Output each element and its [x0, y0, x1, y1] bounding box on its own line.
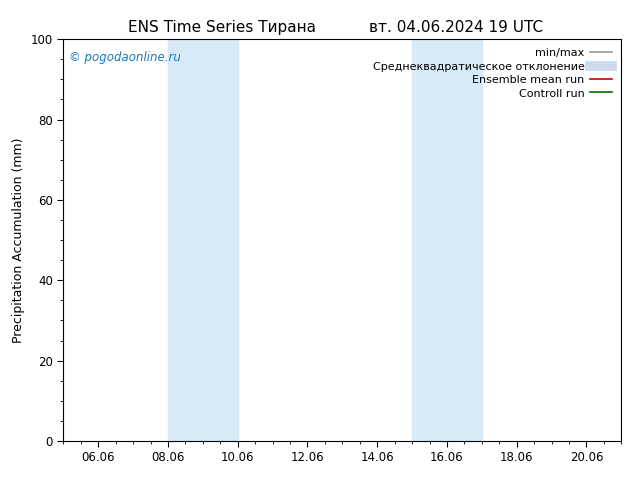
Text: ENS Time Series Тирана: ENS Time Series Тирана	[128, 20, 316, 35]
Text: вт. 04.06.2024 19 UTC: вт. 04.06.2024 19 UTC	[370, 20, 543, 35]
Text: © pogodaonline.ru: © pogodaonline.ru	[69, 51, 181, 64]
Legend: min/max, Среднеквадратическое отклонение, Ensemble mean run, Controll run: min/max, Среднеквадратическое отклонение…	[370, 45, 616, 102]
Bar	[203, 39, 238, 441]
Y-axis label: Precipitation Accumulation (mm): Precipitation Accumulation (mm)	[12, 137, 25, 343]
Bar	[412, 39, 447, 441]
Bar	[447, 39, 482, 441]
Bar	[168, 39, 203, 441]
